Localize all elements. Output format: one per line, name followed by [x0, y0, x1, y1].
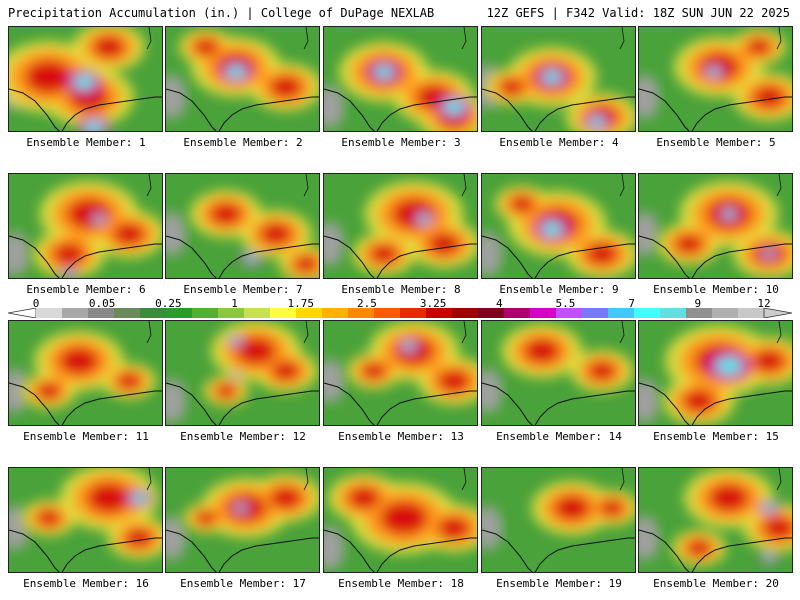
ensemble-map-panel — [165, 320, 320, 426]
colorbar-bin — [244, 308, 271, 318]
ensemble-member-label: Ensemble Member: 1 — [26, 136, 146, 149]
colorbar-bin — [270, 308, 297, 318]
colorbar-bin — [504, 308, 531, 318]
colorbar-bin — [478, 308, 505, 318]
colorbar-bin — [686, 308, 713, 318]
ensemble-map-panel — [638, 467, 793, 573]
precip-colorbar — [8, 308, 792, 318]
colorbar-tick-label: 9 — [694, 297, 702, 310]
colorbar-bin — [192, 308, 219, 318]
ensemble-member-label: Ensemble Member: 3 — [341, 136, 461, 149]
colorbar-bin — [712, 308, 739, 318]
colorbar-bin — [36, 308, 63, 318]
ensemble-member-label: Ensemble Member: 8 — [341, 283, 461, 296]
ensemble-member-label: Ensemble Member: 4 — [499, 136, 619, 149]
ensemble-member-label: Ensemble Member: 20 — [653, 577, 779, 590]
ensemble-member-label: Ensemble Member: 6 — [26, 283, 146, 296]
ensemble-member-label: Ensemble Member: 10 — [653, 283, 779, 296]
ensemble-map-panel — [638, 320, 793, 426]
ensemble-map-panel — [165, 467, 320, 573]
ensemble-map-panel — [481, 467, 636, 573]
colorbar-bin — [608, 308, 635, 318]
ensemble-map-panel — [323, 26, 478, 132]
colorbar-tick-label: 0 — [32, 297, 40, 310]
colorbar-tick-label: 0.05 — [88, 297, 116, 310]
ensemble-map-panel — [323, 173, 478, 279]
colorbar-tick-label: 1 — [231, 297, 238, 310]
colorbar-bin — [556, 308, 583, 318]
colorbar-tick-label: 0.25 — [155, 297, 182, 310]
ensemble-map-panel — [481, 320, 636, 426]
ensemble-map-panel — [323, 320, 478, 426]
colorbar-bin — [634, 308, 661, 318]
colorbar-bin — [296, 308, 323, 318]
colorbar-right-arrow — [763, 308, 792, 318]
ensemble-map-panel — [8, 173, 163, 279]
colorbar-bin — [452, 308, 479, 318]
colorbar-bin — [426, 308, 453, 318]
ensemble-map-panel — [8, 26, 163, 132]
ensemble-member-label: Ensemble Member: 7 — [183, 283, 303, 296]
ensemble-member-label: Ensemble Member: 17 — [180, 577, 306, 590]
ensemble-map-panel — [165, 173, 320, 279]
colorbar-tick-label: 12 — [757, 297, 771, 310]
colorbar-tick-label: 3.25 — [419, 297, 447, 310]
colorbar-tick-label: 4 — [495, 297, 503, 310]
ensemble-member-label: Ensemble Member: 5 — [656, 136, 776, 149]
colorbar-bin — [88, 308, 115, 318]
colorbar-bin — [738, 308, 765, 318]
model-run-info: 12Z GEFS | F342 Valid: 18Z SUN JUN 22 20… — [486, 6, 790, 20]
colorbar-bin — [218, 308, 245, 318]
ensemble-member-label: Ensemble Member: 18 — [338, 577, 464, 590]
colorbar-bin — [140, 308, 167, 318]
colorbar-bin — [348, 308, 375, 318]
colorbar-bin — [374, 308, 401, 318]
ensemble-map-panel — [323, 467, 478, 573]
ensemble-member-label: Ensemble Member: 9 — [499, 283, 619, 296]
ensemble-member-label: Ensemble Member: 15 — [653, 430, 779, 443]
ensemble-map-panel — [638, 173, 793, 279]
colorbar-bin — [166, 308, 193, 318]
ensemble-map-panel — [8, 320, 163, 426]
colorbar-bin — [114, 308, 141, 318]
colorbar-bin — [400, 308, 427, 318]
ensemble-member-label: Ensemble Member: 12 — [180, 430, 306, 443]
ensemble-member-label: Ensemble Member: 14 — [496, 430, 622, 443]
ensemble-map-panel — [481, 173, 636, 279]
ensemble-member-label: Ensemble Member: 19 — [496, 577, 622, 590]
map-title: Precipitation Accumulation (in.) | Colle… — [8, 6, 435, 20]
colorbar-bin — [582, 308, 609, 318]
ensemble-member-label: Ensemble Member: 2 — [183, 136, 303, 149]
ensemble-member-label: Ensemble Member: 13 — [338, 430, 464, 443]
ensemble-map-panel — [165, 26, 320, 132]
colorbar-tick-label: 2.5 — [356, 297, 377, 310]
colorbar-bin — [660, 308, 687, 318]
colorbar-tick-label: 1.75 — [287, 297, 314, 310]
ensemble-member-label: Ensemble Member: 16 — [23, 577, 149, 590]
ensemble-map-panel — [638, 26, 793, 132]
colorbar-bin — [62, 308, 89, 318]
colorbar-tick-label: 5.5 — [555, 297, 576, 310]
ensemble-map-panel — [481, 26, 636, 132]
ensemble-map-panel — [8, 467, 163, 573]
colorbar-tick-label: 7 — [628, 297, 635, 310]
ensemble-member-label: Ensemble Member: 11 — [23, 430, 149, 443]
colorbar-bin — [322, 308, 349, 318]
colorbar-bin — [530, 308, 557, 318]
